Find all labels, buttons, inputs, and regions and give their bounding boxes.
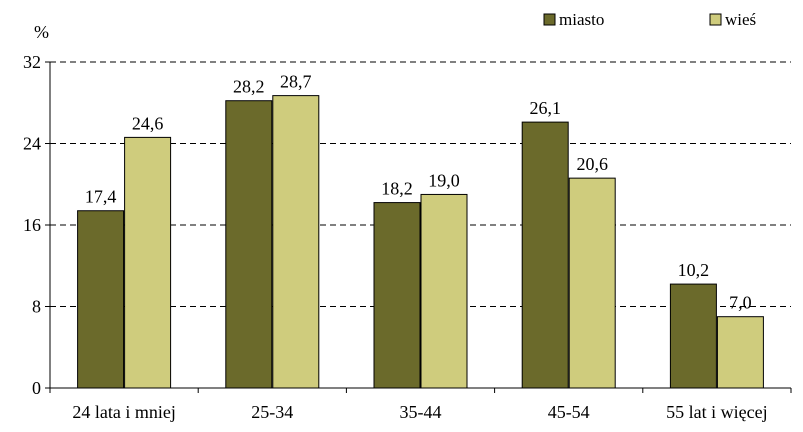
data-label: 26,1 (529, 98, 561, 118)
x-tick-label: 45-54 (548, 402, 590, 422)
x-tick-label: 25-34 (251, 402, 293, 422)
bar-miasto-2 (373, 202, 421, 389)
bar-miasto-0 (77, 210, 125, 389)
y-tick-label: 16 (23, 215, 41, 235)
y-tick-label: 24 (23, 134, 41, 154)
data-label: 20,6 (576, 154, 608, 174)
data-label: 10,2 (678, 260, 710, 280)
y-tick-label: 8 (32, 297, 41, 317)
y-tick-label: 0 (32, 378, 41, 398)
legend-swatch-1 (709, 13, 722, 26)
legend-label: miasto (559, 10, 604, 29)
data-label: 28,2 (233, 77, 265, 97)
bar-wieś-0 (124, 136, 172, 389)
data-label: 7,0 (729, 293, 752, 313)
legend-label: wieś (725, 10, 756, 29)
tick-labels: 0 8 16 24 32 24 lata i mniej 25-34 35-44 45-54 55… (23, 52, 768, 422)
axes (45, 61, 792, 393)
data-label: 17,4 (85, 187, 117, 207)
bar-wieś-4 (716, 316, 764, 389)
x-tick-label: 24 lata i mniej (72, 402, 175, 422)
y-axis-unit-label: % (34, 22, 49, 42)
data-labels: 17,4 24,6 28,2 28,7 18,2 19,0 26,1 20,6 10,2 7,0 (85, 72, 752, 313)
bar-miasto-3 (521, 121, 569, 389)
x-tick-label: 35-44 (400, 402, 442, 422)
bars (77, 95, 764, 389)
legend: miasto wieś (543, 10, 756, 29)
data-label: 24,6 (132, 113, 164, 133)
bar-wieś-3 (568, 177, 616, 389)
data-label: 28,7 (280, 72, 312, 92)
data-label: 18,2 (381, 179, 413, 199)
bar-miasto-1 (225, 100, 273, 389)
data-label: 19,0 (428, 170, 460, 190)
bar-wieś-2 (420, 193, 468, 389)
x-tick-label: 55 lat i więcej (666, 402, 767, 422)
y-tick-label: 32 (23, 52, 41, 72)
bar-miasto-4 (669, 283, 717, 389)
legend-swatch-0 (543, 13, 556, 26)
bar-wieś-1 (272, 95, 320, 389)
